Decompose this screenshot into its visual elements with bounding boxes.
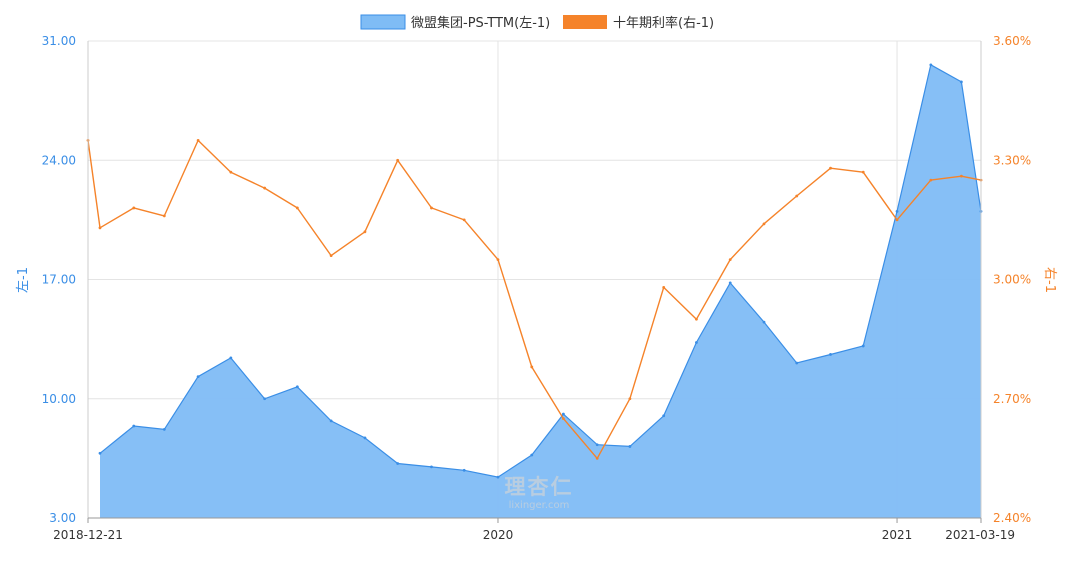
- bond-yield-point: [263, 186, 267, 190]
- ps-ttm-point: [695, 341, 698, 344]
- bond-yield-point: [959, 174, 963, 178]
- bond-yield-point: [363, 230, 367, 234]
- ps-ttm-point: [595, 443, 599, 447]
- bond-yield-point: [98, 226, 102, 230]
- right-tick-label: 3.60%: [993, 34, 1031, 48]
- x-tick-label: 2021-03-19: [945, 528, 1015, 542]
- ps-ttm-point: [662, 414, 666, 418]
- bond-yield-point: [396, 158, 400, 162]
- bond-yield-point: [829, 166, 832, 170]
- bond-yield-point: [795, 194, 799, 198]
- bond-yield-point: [628, 397, 632, 401]
- ps-ttm-point: [861, 344, 865, 348]
- legend-swatch-bond-yield[interactable]: [563, 15, 607, 29]
- bond-yield-point: [295, 206, 299, 210]
- ps-ttm-point: [895, 209, 899, 213]
- watermark-text-en: lixinger.com: [509, 500, 570, 511]
- bond-yield-point: [162, 214, 166, 218]
- legend: 微盟集团-PS-TTM(左-1) 十年期利率(右-1): [360, 14, 714, 31]
- ps-ttm-area: [98, 63, 983, 519]
- bond-yield-point: [561, 417, 565, 421]
- ps-ttm-point: [196, 375, 200, 379]
- ps-ttm-point: [363, 436, 367, 440]
- ps-ttm-point: [396, 462, 400, 465]
- right-axis-title: 右-1: [1042, 267, 1057, 293]
- ps-ttm-point: [329, 419, 333, 423]
- x-tick-label: 2021: [882, 528, 913, 542]
- bond-yield-point: [895, 218, 899, 222]
- bond-yield-line: [86, 138, 983, 460]
- bond-yield-point: [530, 365, 534, 369]
- right-tick-label: 2.70%: [993, 392, 1031, 406]
- bond-yield-point: [132, 206, 136, 210]
- legend-label-bond-yield[interactable]: 十年期利率(右-1): [613, 15, 714, 31]
- ps-ttm-point: [929, 63, 933, 67]
- x-tick-label: 2018-12-21: [53, 528, 123, 542]
- ps-ttm-point: [628, 445, 632, 448]
- ps-ttm-point: [462, 468, 466, 472]
- bond-yield-point: [929, 178, 933, 182]
- ps-ttm-point: [762, 320, 766, 324]
- bond-yield-point: [762, 222, 766, 226]
- bond-yield-point: [695, 317, 698, 321]
- ps-ttm-point: [496, 475, 500, 479]
- ps-ttm-point: [132, 424, 136, 428]
- left-tick-label: 31.00: [42, 34, 76, 48]
- watermark-logo: 理杏仁 lixinger.com: [505, 475, 574, 511]
- bond-yield-point: [496, 258, 500, 262]
- ps-ttm-point: [530, 453, 534, 457]
- left-tick-label: 3.00: [49, 511, 76, 525]
- ps-ttm-point: [98, 451, 102, 455]
- ps-ttm-point: [162, 428, 166, 431]
- legend-label-ps-ttm[interactable]: 微盟集团-PS-TTM(左-1): [411, 15, 550, 31]
- ps-ttm-point: [561, 412, 565, 416]
- ps-ttm-point: [829, 353, 832, 356]
- axes: 3.00 2.40% 10.00 2.70% 17.00 3.00% 24.00 3.30% 3…: [42, 34, 1031, 542]
- left-axis-title: 左-1: [16, 267, 31, 293]
- bond-yield-point: [595, 456, 599, 460]
- bond-yield-point: [229, 170, 233, 174]
- ps-ttm-point: [959, 80, 963, 84]
- left-tick-label: 17.00: [42, 273, 76, 287]
- bond-yield-point: [196, 138, 200, 142]
- ps-ttm-point: [295, 385, 299, 389]
- ps-ttm-point: [229, 356, 233, 360]
- right-tick-label: 3.30%: [993, 153, 1031, 167]
- left-tick-label: 24.00: [42, 153, 76, 167]
- right-tick-label: 2.40%: [993, 511, 1031, 525]
- ps-ttm-point: [430, 465, 433, 469]
- watermark-text-cn: 理杏仁: [505, 475, 574, 499]
- x-tick-label: 2020: [483, 528, 514, 542]
- bond-yield-point: [861, 170, 865, 174]
- ps-ttm-area-fill: [100, 64, 981, 519]
- legend-swatch-ps-ttm[interactable]: [360, 14, 406, 30]
- bond-yield-point: [329, 254, 333, 258]
- right-tick-label: 3.00%: [993, 273, 1031, 287]
- bond-yield-point: [728, 258, 732, 262]
- ps-ttm-point: [728, 281, 732, 285]
- ps-ttm-point: [795, 361, 799, 365]
- ps-ttm-point: [263, 397, 267, 401]
- bond-yield-point: [462, 218, 466, 222]
- ps-ttm-line: [99, 63, 982, 478]
- bond-yield-point: [662, 286, 666, 289]
- bond-yield-point: [430, 206, 433, 210]
- left-tick-label: 10.00: [42, 392, 76, 406]
